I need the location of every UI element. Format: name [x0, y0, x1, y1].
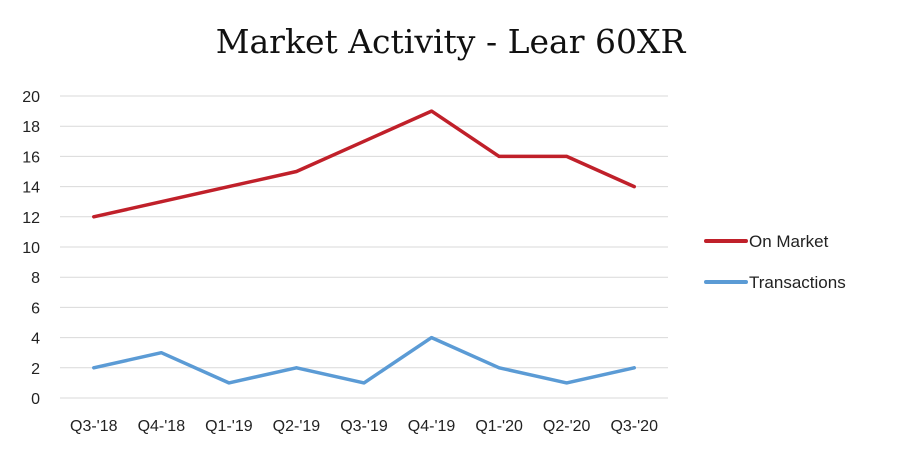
- data-point: [497, 366, 501, 370]
- x-tick-label: Q3-'19: [340, 418, 388, 435]
- data-point: [159, 200, 163, 204]
- y-tick-label: 20: [22, 89, 40, 106]
- data-point: [294, 366, 298, 370]
- y-tick-label: 2: [31, 361, 40, 378]
- data-point: [632, 366, 636, 370]
- data-point: [362, 381, 366, 385]
- y-axis-ticks: 0 2 4 6 8 10 12 14 16 18 20: [22, 89, 40, 408]
- series-line-on-market: [92, 109, 636, 219]
- data-point: [565, 381, 569, 385]
- x-axis-ticks: Q3-'18 Q4-'18 Q1-'19 Q2-'19 Q3-'19 Q4-'19 Q1-'…: [70, 418, 658, 435]
- data-point: [430, 109, 434, 113]
- legend-label: On Market: [749, 232, 829, 251]
- x-tick-label: Q2-'20: [543, 418, 591, 435]
- x-tick-label: Q1-'19: [205, 418, 253, 435]
- series-line-transactions: [92, 335, 636, 385]
- y-tick-label: 4: [31, 331, 40, 348]
- data-point: [227, 381, 231, 385]
- x-tick-label: Q1-'20: [475, 418, 523, 435]
- x-tick-label: Q3-'20: [610, 418, 658, 435]
- data-point: [362, 139, 366, 143]
- x-tick-label: Q4-'19: [408, 418, 456, 435]
- x-tick-label: Q4-'18: [138, 418, 186, 435]
- y-tick-label: 0: [31, 391, 40, 408]
- chart-title: Market Activity - Lear 60XR: [215, 22, 686, 61]
- y-tick-label: 18: [22, 119, 40, 136]
- y-tick-label: 12: [22, 210, 40, 227]
- data-point: [159, 351, 163, 355]
- series-lines: [92, 109, 636, 385]
- legend: On Market Transactions: [704, 232, 846, 292]
- data-point: [430, 336, 434, 340]
- data-point: [92, 215, 96, 219]
- data-point: [497, 154, 501, 158]
- data-point: [92, 366, 96, 370]
- y-tick-label: 16: [22, 149, 40, 166]
- y-tick-label: 8: [31, 270, 40, 287]
- y-tick-label: 6: [31, 300, 40, 317]
- data-point: [565, 154, 569, 158]
- y-tick-label: 10: [22, 240, 40, 257]
- data-point: [227, 185, 231, 189]
- grid-lines: [60, 95, 668, 399]
- data-point: [294, 170, 298, 173]
- x-tick-label: Q3-'18: [70, 418, 118, 435]
- data-point: [632, 185, 636, 189]
- y-tick-label: 14: [22, 180, 40, 197]
- x-tick-label: Q2-'19: [273, 418, 321, 435]
- legend-label: Transactions: [749, 273, 846, 292]
